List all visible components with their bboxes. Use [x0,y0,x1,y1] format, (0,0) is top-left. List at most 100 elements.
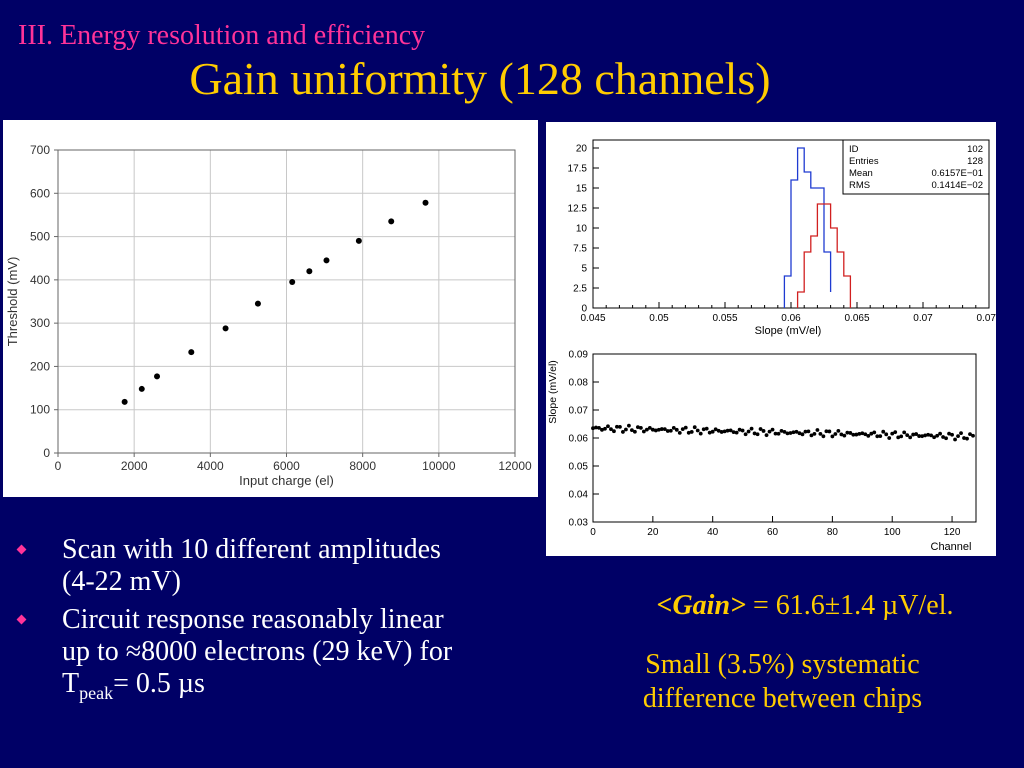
channel-point [746,429,751,434]
tpeak-symbol: T [62,668,80,699]
channel-point [902,430,907,435]
data-point [422,199,429,206]
channel-point [638,426,643,430]
channel-point [860,431,865,436]
x-tick-label: 0.07 [913,313,933,324]
bullet-list: Scan with 10 different amplitudes (4-22 … [16,534,543,715]
channel-point [695,428,700,433]
channel-point [770,427,775,432]
slide-subtitle: III. Energy resolution and efficiency [18,20,426,51]
channel-point [689,430,694,434]
stats-value: 0.1414E−02 [931,180,983,191]
channel-point [686,430,691,435]
y-axis-label: Threshold (mV) [5,257,20,347]
channel-point [603,426,607,431]
channel-point [944,436,948,441]
channel-point [743,432,748,437]
x-tick-label: 40 [707,527,719,538]
channel-point [773,431,778,436]
histogram-blue [783,147,832,308]
y-tick-label: 17.5 [568,164,588,175]
threshold-vs-charge-svg: 0 2000 4000 6000 8000 10000 12000 0 100 200 300 400… [5,143,532,488]
bullet-text: Scan with 10 different amplitudes [62,534,441,565]
channel-point [854,432,859,437]
channel-point [677,430,682,435]
y-tick-label: 0.06 [569,434,589,445]
channel-point [609,427,613,432]
channel-point [899,434,904,439]
histogram-red [796,203,852,308]
slide-title: Gain uniformity (128 channels) [189,53,771,104]
channel-point [926,432,931,437]
channel-point [749,426,754,431]
y-axis-label: Slope (mV/el) [547,360,559,424]
channel-point [674,427,679,432]
channel-point [923,433,928,438]
channel-point [842,433,847,438]
data-point [121,398,128,405]
channel-point [896,435,901,440]
channel-point [615,424,619,429]
x-tick-label: 6000 [273,459,300,473]
channel-point [713,427,718,432]
x-tick-label: 120 [944,527,961,538]
channel-point [830,434,835,439]
channel-point [734,430,739,435]
data-point [254,300,261,307]
channel-point [618,424,622,429]
channel-point [935,433,940,438]
channel-point [872,430,877,435]
channel-point [701,427,706,432]
gain-label: <Gain> [656,590,746,621]
channel-point [740,428,745,433]
y-tick-label: 5 [581,264,587,275]
channel-point [863,432,868,437]
channel-point [594,425,598,430]
y-tick-label: 12.5 [568,204,588,215]
channel-point [704,426,709,431]
data-point [323,257,330,264]
y-tick-label: 0.08 [569,378,589,389]
channel-point [656,427,661,432]
x-axis-label: Slope (mV/el) [755,325,822,337]
x-tick-label: 0.055 [712,313,737,324]
slope-plots-svg: 0.045 0.05 0.055 0.06 0.065 0.07 0.075 0 2.5 5 7.5… [547,139,996,553]
channel-point [971,433,975,438]
channel-point [782,429,787,434]
channel-point [641,429,646,434]
stats-value: 0.6157E−01 [931,168,983,179]
stats-label: Entries [849,156,879,167]
channel-point [647,425,652,430]
channel-point [653,428,658,433]
channel-point [836,428,841,433]
y-tick-label: 0.03 [569,518,589,529]
channel-point [650,427,655,432]
channel-point [791,430,796,435]
channel-point [803,429,808,434]
channel-point [848,431,853,435]
channel-point [779,429,784,433]
channel-point [929,433,934,438]
channel-point [866,433,871,438]
channel-point [788,431,793,435]
channel-point [665,429,670,433]
y-tick-label: 0.07 [569,406,589,417]
y-tick-label: 200 [30,359,50,373]
bullet-text: Tpeak= 0.5 µs [62,668,543,709]
channel-point [755,432,760,437]
data-point [154,373,161,380]
channel-point [591,426,595,431]
channel-point [857,431,862,436]
y-tick-label: 7.5 [573,244,587,255]
channel-point [812,431,817,436]
channel-point [905,433,910,437]
channel-point [794,429,799,434]
channel-point [624,427,628,432]
channel-point [731,430,736,435]
channel-point [839,432,844,437]
y-tick-label: 15 [576,184,588,195]
x-tick-label: 80 [827,527,839,538]
channel-point [827,429,832,434]
data-point [138,385,145,392]
channel-point [956,434,960,438]
